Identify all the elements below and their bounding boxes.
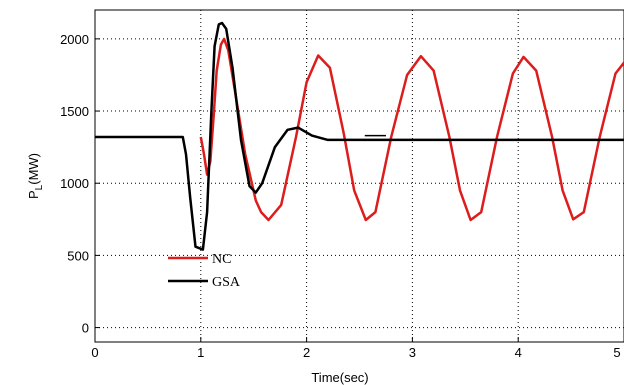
x-tick-label: 0 xyxy=(91,345,98,360)
legend-label-gsa: GSA xyxy=(212,275,241,290)
legend-label-nc: NC xyxy=(212,252,231,267)
legend: NC GSA xyxy=(168,252,241,290)
y-axis-label-unit: (MW) xyxy=(26,153,41,185)
plot-frame xyxy=(94,9,624,343)
x-tick-label: 4 xyxy=(515,345,522,360)
x-tick-label: 3 xyxy=(409,345,416,360)
y-axis-label-main: P xyxy=(26,190,41,199)
grid xyxy=(95,10,624,342)
y-tick-label: 500 xyxy=(67,248,89,263)
x-tick-label: 2 xyxy=(303,345,310,360)
ticks: 0 1 2 3 4 5 0 500 1000 1500 2000 xyxy=(60,32,624,360)
y-tick-label: 2000 xyxy=(60,32,89,47)
series-line-gsa xyxy=(95,21,624,251)
y-axis-label-sub: L xyxy=(34,184,45,190)
series-line-nc xyxy=(199,37,624,222)
x-tick-label: 1 xyxy=(197,345,204,360)
y-tick-label: 1500 xyxy=(60,104,89,119)
y-tick-label: 0 xyxy=(82,321,89,336)
x-axis-label: Time(sec) xyxy=(311,370,368,385)
y-tick-label: 1000 xyxy=(60,176,89,191)
y-axis-label: PL(MW) xyxy=(26,153,45,199)
series-lines xyxy=(95,21,624,251)
x-tick-label: 5 xyxy=(613,345,620,360)
